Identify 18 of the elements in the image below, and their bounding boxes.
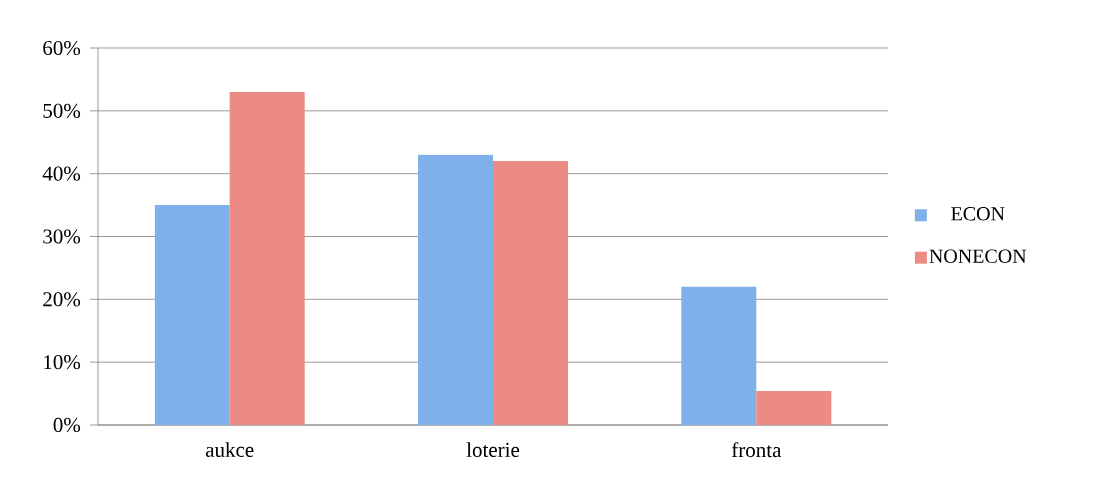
y-tick-label: 60% (43, 40, 81, 56)
y-tick-label: 50% (43, 103, 81, 118)
bar (418, 154, 494, 425)
bar (229, 91, 305, 425)
y-tick-label: 0% (53, 417, 81, 433)
x-tick-label: fronta (731, 442, 782, 458)
legend-label: NONECON (929, 249, 1027, 263)
bar (756, 391, 832, 425)
x-tick-label: loterie (466, 442, 520, 457)
y-tick-label: 40% (42, 166, 81, 181)
y-tick-label: 10% (44, 355, 81, 370)
y-tick-label: 30% (43, 229, 81, 244)
x-tick-label: aukce (205, 442, 254, 457)
bar (681, 286, 757, 425)
bar (154, 205, 230, 425)
bar (493, 161, 569, 425)
y-tick-label: 20% (43, 292, 81, 307)
legend-label: ECON (951, 207, 1005, 221)
